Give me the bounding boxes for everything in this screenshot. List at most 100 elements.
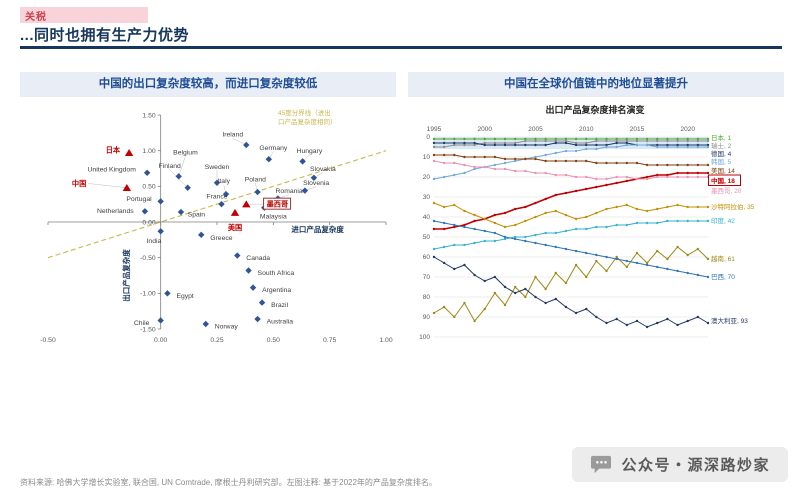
series-marker — [615, 137, 618, 141]
series-marker — [635, 251, 639, 255]
series-marker — [666, 163, 669, 167]
series-marker — [696, 163, 700, 167]
series-marker — [574, 263, 578, 267]
left-panel: 中国的出口复杂度较高，而进口复杂度较低 45度分界线（进出 口产品复杂度相同） -0… — [20, 72, 396, 349]
series-marker — [595, 211, 598, 215]
series-marker — [625, 179, 629, 183]
series-marker — [656, 265, 659, 269]
series-label: 美国, 14 — [711, 166, 735, 175]
scatter-point — [254, 315, 261, 323]
series-label: 沙特阿拉伯, 35 — [711, 202, 755, 211]
series-marker — [686, 219, 689, 223]
series-marker — [432, 311, 436, 315]
series-marker — [706, 137, 710, 141]
series-marker — [554, 209, 557, 213]
top-rank-band — [434, 137, 708, 149]
series-marker — [696, 247, 700, 251]
scatter-point — [265, 156, 273, 163]
series-marker — [696, 315, 700, 319]
series-marker — [706, 205, 710, 209]
series-marker — [595, 253, 598, 257]
watermark: 公众号・源深路炒家 — [572, 447, 788, 482]
scatter-point-label: Slovenia — [303, 180, 329, 187]
series-marker — [574, 159, 578, 163]
series-label: 印度, 42 — [711, 216, 735, 225]
x-tick-label: 0.00 — [154, 337, 167, 344]
rank-tick-label: 20 — [423, 174, 431, 181]
series-marker — [493, 275, 497, 279]
series-marker — [645, 163, 649, 167]
series-marker — [666, 173, 669, 177]
series-marker — [473, 319, 476, 323]
series-marker — [635, 319, 639, 323]
series-marker — [656, 139, 659, 143]
series-marker — [696, 273, 700, 277]
series-marker — [483, 217, 486, 221]
series-marker — [615, 145, 618, 149]
series-marker — [463, 243, 466, 247]
scatter-point — [157, 198, 164, 205]
series-marker — [686, 137, 689, 141]
series-line-美国 — [434, 154, 708, 166]
series-marker — [503, 157, 507, 161]
y-tick-label: 1.50 — [142, 112, 155, 119]
series-marker — [554, 245, 557, 249]
series-marker — [666, 175, 669, 179]
series-marker — [493, 143, 497, 147]
series-line-韩国 — [433, 144, 708, 180]
label-leader-line — [88, 183, 127, 189]
series-marker — [554, 151, 557, 155]
series-marker — [615, 223, 618, 227]
source-note: 资料来源: 哈佛大学增长实验室, 联合国, UN Comtrade, 摩根士丹利… — [20, 478, 437, 487]
rank-tick-label: 80 — [423, 294, 431, 301]
series-marker — [585, 275, 588, 279]
line-chart: 出口产品复杂度排名演变 0 10 20 30 40 50 60 70 80 90 100 1995 200… — [408, 99, 784, 367]
series-marker — [544, 287, 547, 291]
series-marker — [453, 161, 456, 165]
series-marker — [656, 321, 659, 325]
scatter-point — [175, 173, 182, 180]
scatter-point-label: India — [147, 238, 162, 245]
series-marker — [483, 155, 486, 159]
scatter-point-label: Canada — [246, 255, 270, 262]
series-marker — [666, 143, 669, 147]
series-marker — [503, 235, 507, 239]
series-marker — [676, 203, 679, 207]
series-marker — [585, 143, 588, 147]
year-tick-label: 2000 — [478, 126, 493, 133]
series-marker — [442, 145, 446, 149]
series-marker — [676, 145, 679, 149]
series-marker — [585, 159, 588, 163]
series-marker — [686, 143, 689, 147]
scatter-point — [141, 208, 149, 215]
series-marker — [503, 237, 507, 241]
scatter-point — [301, 187, 309, 194]
scatter-point-label: Slovakia — [310, 166, 336, 173]
series-marker — [463, 143, 466, 147]
scatter-point-label: Finland — [159, 163, 182, 170]
series-marker — [463, 137, 466, 141]
mexico-label-box — [263, 197, 292, 210]
series-marker — [605, 255, 608, 259]
series-marker — [432, 247, 436, 251]
series-marker — [442, 305, 446, 309]
china-label-box — [708, 174, 741, 186]
series-marker — [564, 191, 568, 195]
series-marker — [696, 175, 700, 179]
y-axis-title: 出口产品复杂度 — [121, 249, 131, 302]
series-marker — [544, 143, 547, 147]
series-marker — [493, 167, 497, 171]
series-marker — [666, 267, 669, 271]
series-marker — [493, 239, 497, 243]
series-line-越南 — [433, 246, 709, 322]
series-marker — [625, 203, 629, 207]
series-marker — [564, 305, 568, 309]
series-line-中国 — [434, 172, 708, 230]
series-marker — [574, 149, 578, 153]
series-marker — [534, 155, 537, 159]
series-marker — [635, 139, 639, 143]
series-marker — [686, 271, 689, 275]
series-marker — [574, 227, 578, 231]
series-marker — [605, 177, 608, 181]
